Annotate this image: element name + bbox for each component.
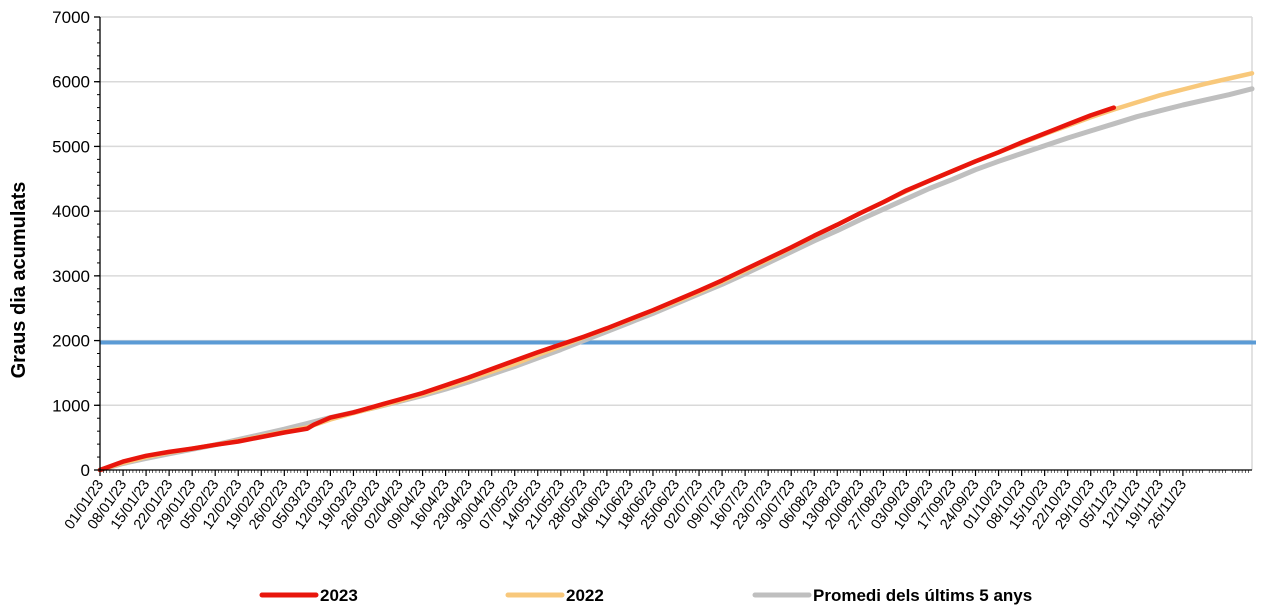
y-tick-label: 0 (81, 461, 90, 480)
legend-label: 2022 (566, 586, 604, 605)
y-tick-label: 6000 (52, 73, 90, 92)
series-line-0 (97, 105, 1117, 473)
y-tick-label: 2000 (52, 332, 90, 351)
legend-label: Promedi dels últims 5 anys (813, 586, 1032, 605)
y-tick-label: 5000 (52, 137, 90, 156)
axes (94, 16, 1252, 476)
y-axis-label: Graus dia acumulats (8, 182, 30, 379)
y-tick-labels: 0 1000 2000 3000 4000 5000 6000 7000 (52, 8, 90, 480)
gridlines (100, 16, 1253, 470)
series-lines (97, 71, 1255, 473)
x-tick-labels: 01/01/2308/01/2315/01/2322/01/2329/01/23… (62, 477, 1190, 532)
y-tick-label: 1000 (52, 396, 90, 415)
legend-label: 2023 (320, 586, 358, 605)
y-tick-label: 4000 (52, 202, 90, 221)
legend: 2023 2022 Promedi dels últims 5 anys (259, 586, 1032, 605)
y-tick-label: 7000 (52, 8, 90, 27)
y-tick-label: 3000 (52, 267, 90, 286)
